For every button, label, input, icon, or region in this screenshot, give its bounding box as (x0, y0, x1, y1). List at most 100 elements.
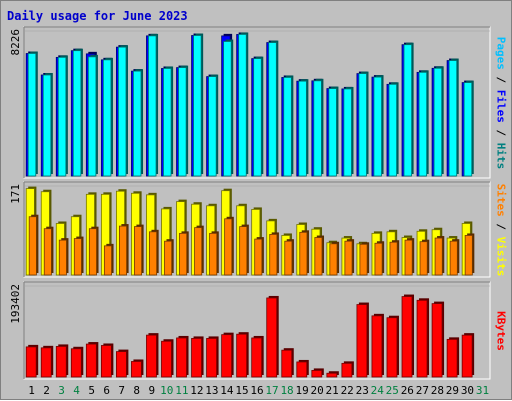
bar-kbytes-26 (401, 296, 413, 378)
bar-kbytes-27 (416, 299, 428, 378)
bar-kbytes-28 (431, 303, 443, 378)
bar-kbytes-12 (191, 338, 202, 378)
bar-sites-6 (103, 245, 112, 276)
bar-sites-17 (269, 234, 278, 276)
day-label-12: 12 (190, 384, 203, 397)
bar-hits-16 (253, 58, 262, 177)
panel-sites-visits-max-label: 171 (9, 184, 22, 204)
bar-hits-4 (72, 50, 82, 177)
bar-hits-18 (283, 77, 292, 177)
bar-sites-10 (164, 240, 173, 276)
bar-kbytes-11 (176, 337, 187, 378)
day-label-22: 22 (341, 384, 354, 397)
day-label-4: 4 (73, 384, 80, 397)
bar-kbytes-18 (281, 349, 293, 378)
day-label-17: 17 (265, 384, 278, 397)
bar-hits-3 (57, 56, 67, 177)
bar-sites-22 (344, 240, 353, 276)
panel-kbytes-max-label: 193402 (9, 284, 22, 324)
panel-kbytes-axis-label: KBytes (495, 311, 508, 351)
day-label-18: 18 (280, 384, 293, 397)
bar-kbytes-22 (341, 362, 353, 378)
day-label-24: 24 (371, 384, 385, 397)
bar-kbytes-4 (70, 348, 82, 378)
bar-sites-24 (374, 242, 383, 276)
bar-kbytes-9 (146, 334, 157, 378)
bar-sites-13 (209, 232, 218, 276)
bar-hits-19 (298, 80, 307, 177)
bar-kbytes-14 (221, 334, 233, 378)
day-label-3: 3 (58, 384, 65, 397)
bar-kbytes-6 (100, 345, 112, 378)
axis-label-part-0: Sites (494, 183, 508, 217)
day-label-28: 28 (431, 384, 444, 397)
chart-title: Daily usage for June 2023 (7, 9, 188, 23)
bar-hits-9 (148, 35, 157, 177)
bar-sites-3 (58, 239, 67, 276)
bar-kbytes-1 (25, 346, 37, 378)
bar-kbytes-23 (356, 304, 368, 378)
bar-kbytes-7 (115, 351, 127, 378)
bar-sites-19 (299, 231, 308, 276)
bar-hits-22 (343, 88, 352, 177)
axis-label-part-1: / (494, 216, 508, 237)
bar-hits-14 (223, 41, 232, 177)
bar-kbytes-21 (326, 372, 338, 378)
bar-sites-16 (254, 238, 263, 276)
bar-hits-28 (433, 67, 443, 177)
bar-sites-11 (179, 232, 188, 276)
bar-kbytes-17 (266, 297, 278, 378)
bar-kbytes-13 (206, 338, 217, 378)
axis-label-part-3: / (494, 122, 508, 143)
bar-kbytes-20 (311, 370, 323, 378)
bar-sites-23 (359, 243, 368, 276)
bar-sites-26 (404, 239, 413, 276)
bar-kbytes-2 (40, 347, 52, 378)
bar-hits-24 (373, 76, 382, 177)
bar-hits-10 (163, 68, 172, 177)
day-label-23: 23 (356, 384, 369, 397)
bar-kbytes-10 (161, 340, 172, 378)
bar-kbytes-15 (236, 333, 248, 378)
axis-label-part-0: KBytes (494, 310, 508, 351)
bar-hits-5 (87, 56, 97, 177)
axis-label-part-2: Visits (494, 236, 508, 276)
day-label-10: 10 (160, 384, 173, 397)
day-label-9: 9 (148, 384, 155, 397)
day-label-16: 16 (250, 384, 263, 397)
bar-sites-12 (194, 227, 203, 276)
bar-hits-15 (238, 34, 247, 177)
bar-kbytes-30 (461, 334, 473, 378)
bar-hits-26 (403, 44, 413, 177)
bar-sites-14 (224, 218, 233, 276)
bar-kbytes-8 (131, 361, 142, 378)
bar-sites-8 (134, 226, 143, 276)
bar-hits-23 (358, 73, 367, 177)
day-label-14: 14 (220, 384, 234, 397)
bar-kbytes-25 (386, 317, 398, 378)
panel-sites-visits-axis-label: Sites / Visits (495, 183, 508, 276)
bar-sites-28 (434, 237, 443, 276)
day-label-6: 6 (103, 384, 110, 397)
bar-hits-8 (133, 70, 142, 177)
day-label-1: 1 (28, 384, 35, 397)
bar-hits-25 (388, 83, 397, 177)
day-label-8: 8 (133, 384, 140, 397)
axis-label-part-0: Pages (494, 36, 508, 70)
bar-hits-6 (102, 59, 112, 177)
day-label-29: 29 (446, 384, 459, 397)
day-label-7: 7 (118, 384, 125, 397)
day-label-31: 31 (476, 384, 489, 397)
bar-kbytes-16 (251, 337, 263, 378)
bar-hits-2 (42, 74, 52, 177)
bar-sites-20 (314, 237, 323, 276)
day-label-30: 30 (461, 384, 474, 397)
day-label-21: 21 (326, 384, 339, 397)
bar-sites-30 (464, 235, 473, 276)
axis-label-part-4: Hits (494, 142, 508, 169)
bar-hits-13 (208, 76, 217, 177)
day-label-19: 19 (295, 384, 308, 397)
bar-sites-25 (389, 241, 398, 276)
